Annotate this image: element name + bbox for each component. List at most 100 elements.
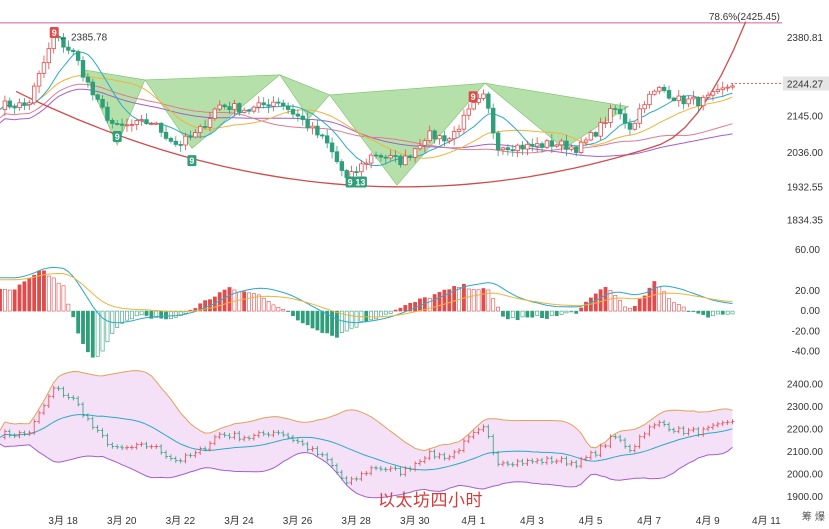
macd-bar	[198, 303, 203, 312]
candle-body	[158, 122, 164, 133]
macd-bar	[608, 290, 613, 312]
candle-body	[398, 155, 403, 166]
candle-body	[627, 122, 633, 130]
candle-body	[7, 100, 12, 108]
candle-body	[603, 122, 608, 124]
candle-body	[505, 147, 511, 151]
macd-bar	[66, 303, 71, 312]
pattern-triangle	[279, 74, 331, 119]
candle-body	[657, 86, 662, 92]
current-price-tag	[783, 76, 829, 91]
ma-line-mid	[0, 75, 733, 159]
sequential-count-badge-label: 9	[348, 178, 353, 188]
macd-axis-tick: 0.00	[801, 306, 821, 317]
price-axis-tick: 2380.81	[787, 33, 824, 44]
candle-body	[202, 126, 208, 128]
candle-body	[705, 94, 711, 98]
candle-body	[95, 94, 100, 100]
x-axis-date-label: 3月 20	[107, 515, 137, 527]
candle-body	[36, 72, 42, 87]
macd-bar	[17, 284, 22, 312]
sequential-count-badge	[187, 155, 197, 167]
candle-body	[710, 91, 716, 96]
macd-bar	[471, 289, 476, 312]
candle-body	[149, 123, 154, 126]
candle-body	[266, 104, 271, 107]
candle-body	[637, 108, 642, 124]
candle-body	[134, 120, 139, 125]
macd-bar	[325, 310, 330, 334]
macd-bar	[315, 310, 320, 331]
candle-body	[256, 102, 262, 108]
candle-body	[378, 155, 384, 158]
macd-bar	[496, 306, 501, 312]
ma-line-long	[0, 88, 733, 157]
candle-body	[80, 60, 86, 78]
macd-bar	[691, 310, 696, 312]
candle-body	[300, 115, 305, 120]
bollinger-axis-tick: 2000.00	[787, 470, 824, 481]
macd-bar	[554, 310, 559, 317]
candle-body	[652, 90, 657, 95]
candle-body	[720, 87, 725, 91]
macd-bar	[100, 310, 105, 352]
macd-bar	[369, 310, 374, 321]
candle-body	[525, 143, 530, 150]
macd-bar	[22, 281, 27, 312]
macd-bar	[701, 310, 706, 315]
candle-body	[31, 85, 37, 104]
candle-body	[334, 151, 340, 163]
candles	[2, 33, 735, 185]
bollinger-axis-tick: 2200.00	[787, 425, 824, 436]
macd-bar	[37, 270, 41, 312]
candle-body	[495, 132, 501, 151]
candle-body	[198, 126, 203, 134]
candle-body	[417, 145, 423, 150]
macd-bar	[515, 310, 520, 321]
sequential-count-badge	[468, 91, 478, 103]
macd-bar	[222, 289, 227, 312]
macd-bar	[61, 285, 66, 312]
candle-body	[241, 109, 247, 113]
candle-body	[368, 154, 374, 164]
candle-body	[207, 118, 213, 128]
candle-body	[461, 114, 467, 130]
macd-bar	[242, 291, 247, 312]
macd-bar	[662, 291, 667, 312]
candle-body	[578, 141, 584, 153]
macd-bar	[505, 310, 510, 320]
candle-body	[471, 102, 476, 110]
candle-body	[315, 125, 320, 136]
candle-body	[27, 102, 32, 106]
candle-body	[212, 108, 218, 119]
sequential-count-badge-label: 9	[189, 156, 194, 166]
candle-body	[178, 144, 183, 146]
candle-body	[22, 102, 27, 106]
macd-bar	[408, 302, 413, 312]
macd-bar	[105, 310, 110, 343]
macd-bar	[618, 300, 623, 312]
macd-bar	[42, 270, 46, 312]
macd-axis-tick: 20.00	[795, 286, 820, 297]
macd-bar	[339, 310, 344, 333]
candle-body	[613, 108, 618, 110]
candle-body	[534, 143, 540, 147]
macd-bar	[398, 307, 403, 312]
candle-body	[691, 96, 696, 100]
macd-bar	[291, 310, 295, 317]
macd-bar	[129, 310, 134, 320]
macd-bar	[86, 310, 90, 353]
bollinger-axis-tick: 2300.00	[787, 402, 824, 413]
macd-bar	[657, 286, 662, 312]
candle-body	[554, 144, 559, 147]
macd-bar	[56, 282, 61, 312]
macd-bar	[603, 287, 608, 312]
fib-level-label: 78.6%(2425.45)	[709, 12, 780, 23]
macd-bar	[46, 275, 51, 312]
x-axis-date-label: 3月 24	[224, 515, 254, 527]
macd-bar	[491, 298, 496, 312]
macd-bar	[569, 310, 574, 313]
macd-bar	[686, 310, 691, 312]
candle-body	[574, 146, 579, 153]
macd-bar	[637, 298, 642, 312]
